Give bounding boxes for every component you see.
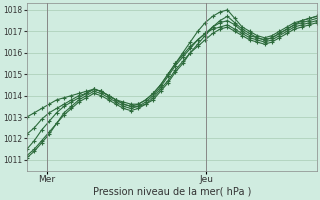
X-axis label: Pression niveau de la mer( hPa ): Pression niveau de la mer( hPa ) [92, 187, 251, 197]
